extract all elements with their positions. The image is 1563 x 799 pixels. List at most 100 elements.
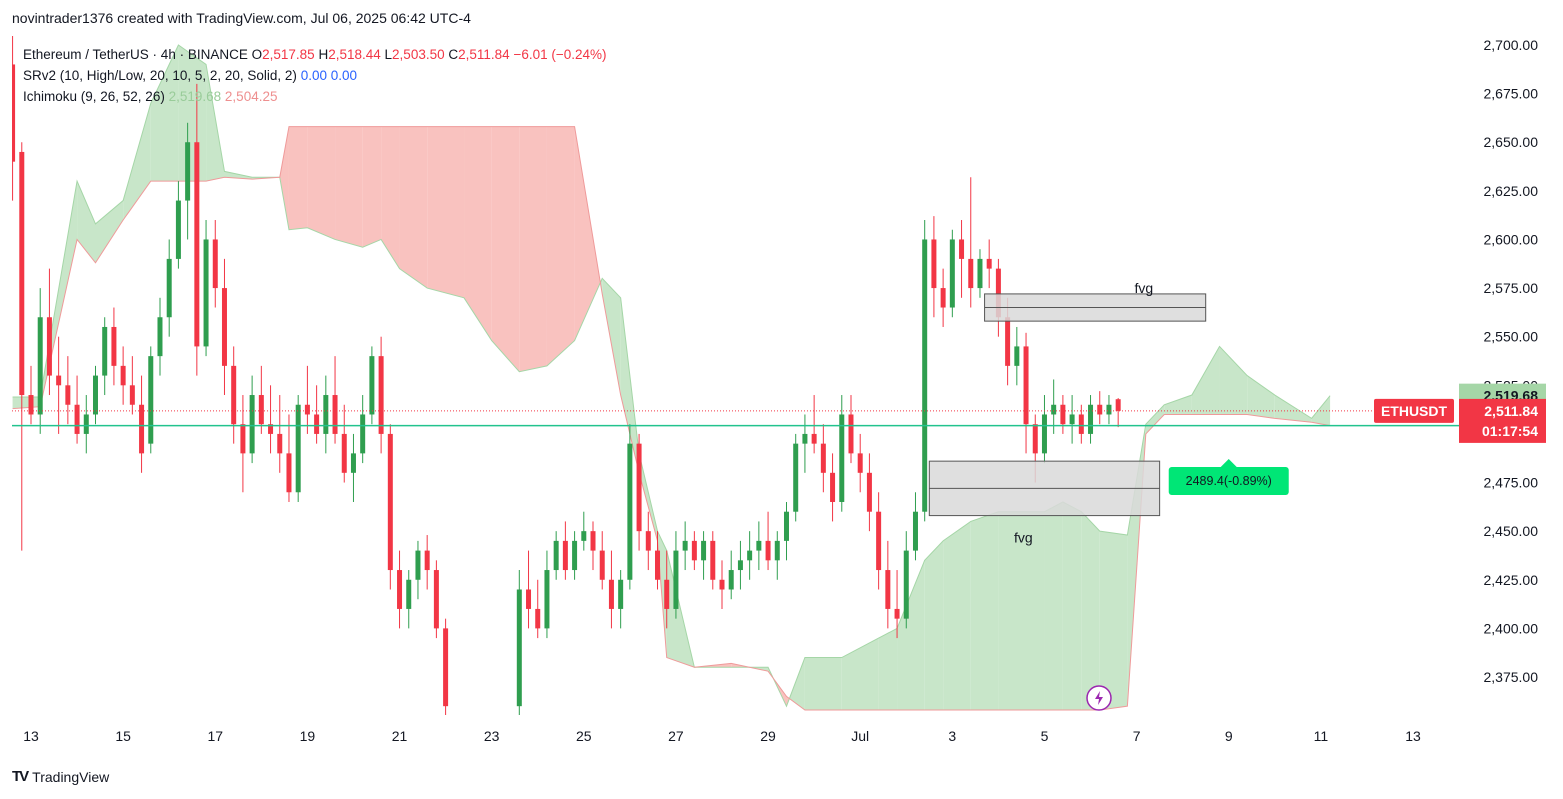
candle-down [848, 395, 854, 464]
cloud-red-segment [491, 126, 520, 372]
candle-up [728, 550, 734, 600]
cloud-green-segment [602, 278, 621, 396]
cloud-red-segment [279, 126, 289, 230]
candle-up [627, 424, 633, 590]
time-tick-label: 17 [207, 728, 223, 744]
candle-body [240, 424, 246, 454]
candle-down [959, 220, 965, 298]
candle-down [231, 346, 237, 444]
cloud-green-segment [1247, 375, 1275, 419]
candle-body [682, 540, 688, 551]
candle-up [406, 570, 412, 629]
candle-body [544, 570, 550, 629]
time-tick-label: 27 [668, 728, 684, 744]
candle-down [664, 550, 670, 629]
candle-down [765, 511, 771, 571]
candle-body [894, 608, 900, 619]
tradingview-logo[interactable]: TV TradingView [12, 768, 109, 785]
candle-body [535, 608, 541, 629]
high-label: H [318, 47, 329, 62]
bar-countdown: 01:17:54 [1482, 423, 1538, 439]
candle-body [820, 443, 826, 473]
candle-body [645, 531, 651, 551]
candle-body [636, 443, 642, 532]
candle-up [756, 521, 762, 571]
candle-up [1088, 395, 1094, 444]
candle-up [350, 433, 356, 502]
candle-body [83, 414, 89, 434]
candle-up [37, 288, 43, 434]
time-tick-label: 25 [576, 728, 592, 744]
time-tick-label: 3 [948, 728, 956, 744]
candle-body [876, 511, 882, 571]
price-axis-background [1460, 0, 1563, 760]
symbol-legend-line[interactable]: Ethereum / TetherUS · 4h · BINANCE O2,51… [23, 44, 607, 65]
candle-body [295, 404, 301, 493]
candle-down [221, 258, 227, 396]
candle-up [618, 570, 624, 629]
candle-up [360, 395, 366, 464]
candle-body [1014, 346, 1020, 366]
candle-down [535, 579, 541, 639]
candle-up [415, 540, 421, 600]
candle-body [608, 579, 614, 609]
candle-down [120, 346, 126, 405]
candle-body [728, 570, 734, 590]
candle-body [811, 433, 817, 444]
candle-up [175, 181, 181, 269]
candle-body [590, 531, 596, 551]
candle-up [553, 531, 559, 580]
candle-body [968, 258, 974, 289]
candle-down [304, 365, 310, 434]
ichimoku-legend-line[interactable]: Ichimoku (9, 26, 52, 26) 2,519.68 2,504.… [23, 86, 607, 107]
candle-up [774, 531, 780, 580]
candle-down [691, 531, 697, 571]
candle-down [820, 424, 826, 493]
candle-down [314, 385, 320, 444]
candle-down [268, 385, 274, 454]
candle-body [1041, 414, 1047, 454]
srv2-value-2: 0.00 [330, 68, 358, 83]
time-tick-label: 23 [484, 728, 500, 744]
price-tick-label: 2,700.00 [1484, 37, 1539, 53]
candlesticks [12, 36, 1121, 715]
candle-body [277, 433, 283, 454]
candle-down [194, 83, 200, 376]
candle-down [212, 220, 218, 308]
candle-up [1106, 395, 1112, 425]
cloud-red-segment [335, 126, 363, 248]
candle-body [19, 151, 25, 396]
cloud-green-segment [1274, 395, 1312, 423]
candle-body [102, 326, 108, 376]
cloud-green-segment [150, 45, 179, 182]
candle-down [830, 453, 836, 522]
candle-body [572, 540, 578, 571]
candle-down [986, 239, 992, 289]
cloud-green-segment [998, 511, 1045, 711]
candle-body [940, 288, 946, 308]
candle-body [314, 414, 320, 434]
open-label: O [251, 47, 263, 62]
candle-body [1060, 404, 1066, 425]
candle-body [986, 258, 992, 269]
candle-up [516, 570, 522, 715]
candle-body [221, 288, 227, 366]
candle-body [949, 239, 955, 308]
candle-body [157, 317, 163, 357]
candle-body [839, 414, 845, 502]
candle-up [157, 297, 163, 376]
srv2-legend-line[interactable]: SRv2 (10, High/Low, 20, 10, 5, 2, 20, So… [23, 65, 607, 86]
candle-down [526, 550, 532, 629]
cloud-green-segment [1191, 346, 1220, 415]
price-tick-label: 2,600.00 [1484, 231, 1539, 247]
candle-body [406, 579, 412, 609]
candle-body [526, 589, 532, 609]
candle-up [203, 220, 209, 357]
candle-body [120, 365, 126, 386]
time-tick-label: 21 [392, 728, 408, 744]
time-tick-label: 7 [1133, 728, 1141, 744]
candle-down [655, 531, 661, 590]
cloud-green-segment [639, 453, 658, 541]
cloud-red-segment [362, 126, 382, 248]
